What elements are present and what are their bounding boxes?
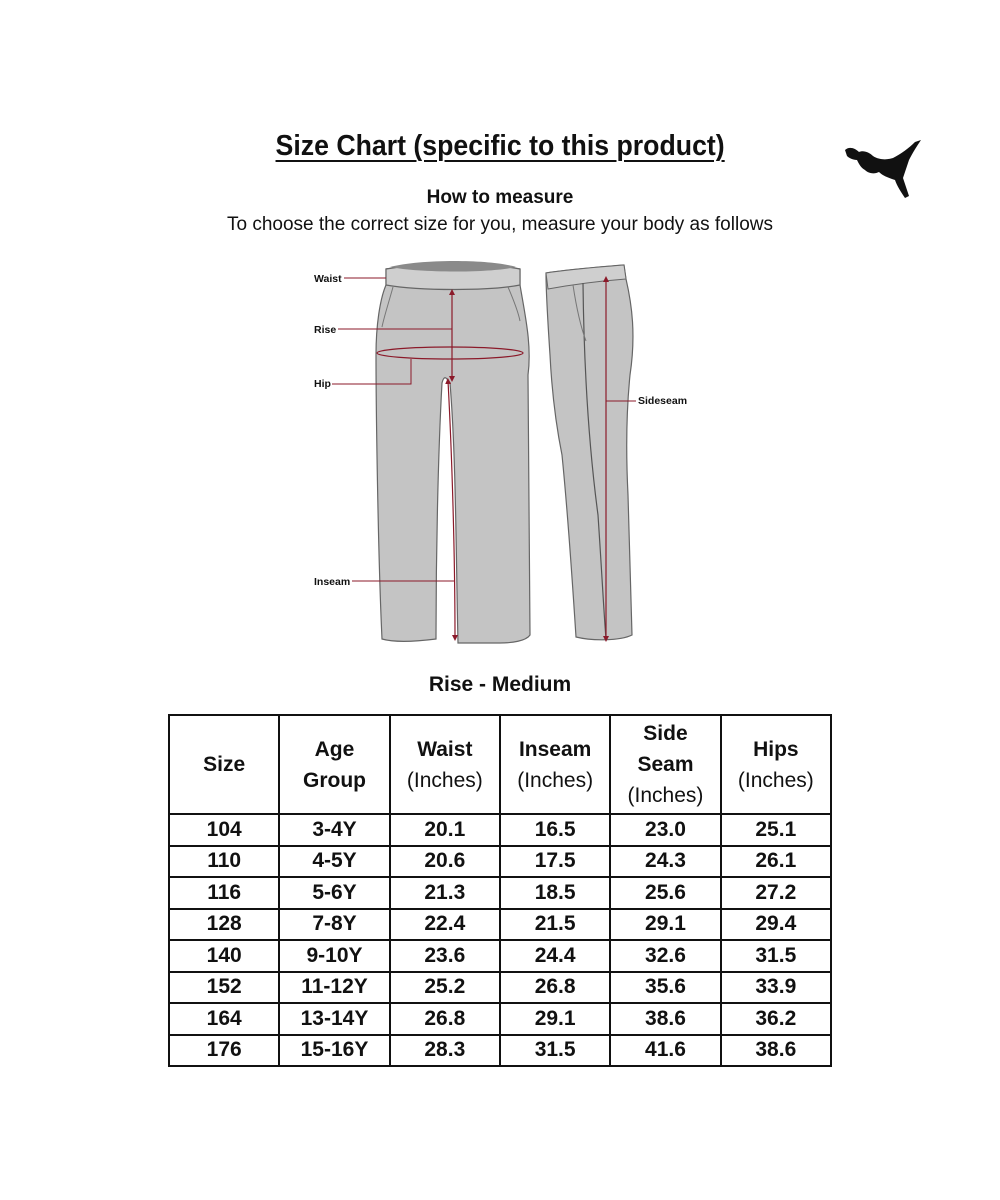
inseam-label: Inseam (314, 576, 350, 588)
table-cell: 26.8 (498, 970, 612, 1004)
column-header-text: Seam (637, 753, 694, 776)
table-cell: 104 (167, 813, 281, 847)
table-cell: 24.3 (609, 844, 722, 878)
column-header: Inseam (Inches) (498, 714, 612, 815)
table-cell: 21.5 (498, 907, 612, 941)
table-cell: 31.5 (498, 1033, 612, 1067)
table-cell: 4-5Y (278, 844, 391, 878)
column-header: Size (167, 714, 281, 815)
table-row: 104 3-4Y 20.1 16.5 23.0 25.1 (167, 813, 833, 847)
table-row: 110 4-5Y 20.6 17.5 24.3 26.1 (167, 844, 833, 878)
table-cell: 176 (167, 1033, 281, 1067)
table-cell: 9-10Y (278, 939, 391, 973)
column-header-text: Hips (753, 737, 799, 761)
rise-label: Rise (314, 324, 336, 336)
table-cell: 29.1 (609, 907, 722, 941)
column-header-text: Group (302, 768, 366, 792)
table-row: 152 11-12Y 25.2 26.8 35.6 33.9 (167, 970, 833, 1004)
column-header-text: Size (203, 753, 246, 776)
table-cell: 25.1 (719, 813, 833, 847)
table-cell: 20.1 (388, 813, 501, 847)
table-row: 128 7-8Y 22.4 21.5 29.1 29.4 (167, 907, 833, 941)
table-cell: 41.6 (609, 1033, 722, 1067)
page-title: Size Chart (specific to this product) (0, 130, 1000, 163)
table-cell: 128 (167, 907, 281, 941)
table-row: 176 15-16Y 28.3 31.5 41.6 38.6 (167, 1033, 833, 1067)
column-header-text: (Inches) (737, 768, 814, 792)
sideseam-label: Sideseam (638, 395, 687, 407)
front-pants: Waist Rise Hip Inseam (314, 261, 531, 644)
table-cell: 22.4 (388, 907, 501, 941)
column-header-text: (Inches) (406, 768, 483, 792)
table-cell: 17.5 (498, 844, 612, 878)
column-header-text: (Inches) (517, 768, 594, 792)
table-cell: 38.6 (719, 1033, 833, 1067)
measure-instructions: To choose the correct size for you, meas… (227, 214, 773, 235)
table-cell: 29.1 (498, 1002, 612, 1036)
table-body: 104 3-4Y 20.1 16.5 23.0 25.1 110 4-5Y 20.6 17.5 24… (167, 813, 833, 1067)
table-cell: 24.4 (498, 939, 612, 973)
table-cell: 25.6 (609, 876, 722, 910)
table-cell: 5-6Y (278, 876, 391, 910)
table-cell: 35.6 (609, 970, 722, 1004)
table-row: 140 9-10Y 23.6 24.4 32.6 31.5 (167, 939, 833, 973)
table-cell: 16.5 (498, 813, 612, 847)
rise-type-label: Rise - Medium (428, 673, 572, 696)
column-header-text: (Inches) (627, 784, 704, 807)
table-row: 116 5-6Y 21.3 18.5 25.6 27.2 (167, 876, 833, 910)
table-cell: 29.4 (719, 907, 833, 941)
puma-logo-icon (845, 140, 921, 198)
table-cell: 20.6 (388, 844, 501, 878)
table-cell: 32.6 (609, 939, 722, 973)
side-pants: Sideseam (545, 264, 687, 642)
table-cell: 21.3 (388, 876, 501, 910)
table-header-row: Size Age Group Waist (Inches) Inseam (Inches) S… (167, 714, 833, 815)
table-cell: 23.6 (388, 939, 501, 973)
column-header: Hips (Inches) (719, 714, 833, 815)
hip-label: Hip (314, 378, 331, 390)
column-header: Age Group (278, 714, 391, 815)
table-cell: 27.2 (719, 876, 833, 910)
table-cell: 15-16Y (278, 1033, 391, 1067)
table-cell: 23.0 (609, 813, 722, 847)
table-cell: 31.5 (719, 939, 833, 973)
table-cell: 38.6 (609, 1002, 722, 1036)
table-cell: 28.3 (388, 1033, 501, 1067)
table-cell: 18.5 (498, 876, 612, 910)
table-cell: 36.2 (719, 1002, 833, 1036)
table-cell: 26.8 (388, 1002, 501, 1036)
waist-label: Waist (314, 273, 342, 285)
column-header-text: Side (643, 722, 688, 745)
column-header: Waist (Inches) (388, 714, 501, 815)
table-cell: 164 (167, 1002, 281, 1036)
table-cell: 11-12Y (278, 970, 391, 1004)
column-header-text: Inseam (518, 737, 592, 761)
column-header-text: Waist (417, 737, 473, 761)
how-to-measure-heading: How to measure (426, 187, 574, 208)
table-cell: 33.9 (719, 970, 833, 1004)
table-cell: 7-8Y (278, 907, 391, 941)
table-cell: 3-4Y (278, 813, 391, 847)
table-cell: 13-14Y (278, 1002, 391, 1036)
table-cell: 152 (167, 970, 281, 1004)
pants-measurement-diagram: Waist Rise Hip Inseam Sideseam (314, 261, 687, 644)
column-header-text: Age (314, 737, 355, 761)
table-row: 164 13-14Y 26.8 29.1 38.6 36.2 (167, 1002, 833, 1036)
column-header: Side Seam (Inches) (609, 714, 722, 815)
table-cell: 116 (167, 876, 281, 910)
table-cell: 110 (167, 844, 281, 878)
table-cell: 140 (167, 939, 281, 973)
table-cell: 25.2 (388, 970, 501, 1004)
table-cell: 26.1 (719, 844, 833, 878)
size-chart-table: Size Age Group Waist (Inches) Inseam (Inches) S… (167, 714, 833, 1067)
page-title-text: Size Chart (specific to this product) (275, 130, 725, 162)
